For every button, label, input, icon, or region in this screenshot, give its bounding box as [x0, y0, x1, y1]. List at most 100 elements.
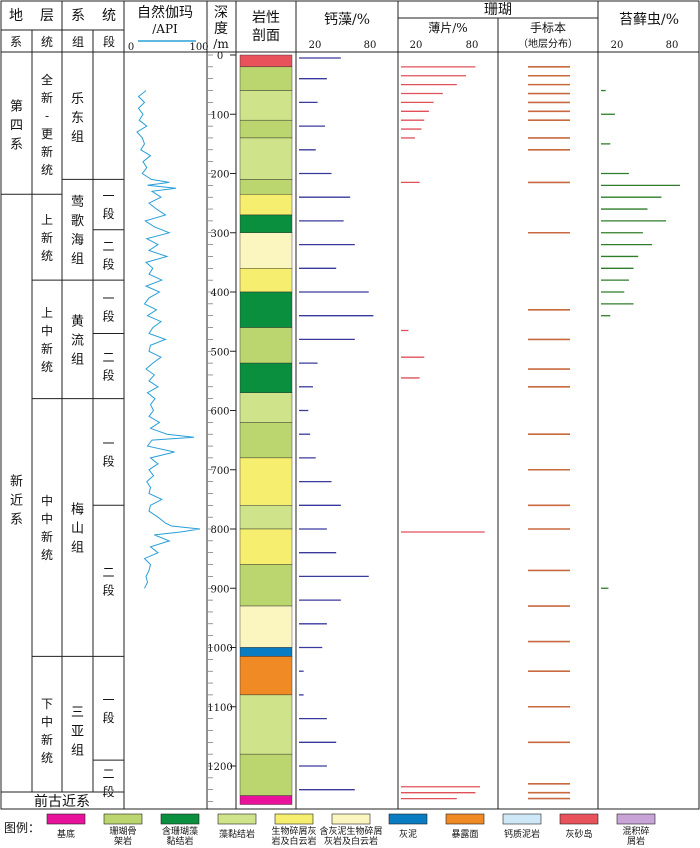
lithology-bed [239, 327, 293, 364]
legend-swatch [445, 813, 485, 825]
lithology-bed [239, 119, 293, 139]
bryozoa-bars [601, 89, 681, 589]
series-label-char: 新 [41, 341, 53, 356]
bryozoa-tick-20: 20 [611, 40, 624, 51]
hand-specimen-header: 手标本 [530, 21, 566, 35]
lithology-bed [239, 194, 293, 216]
formation-label-char: 黄 [71, 314, 84, 329]
series-label-char: 全 [41, 72, 53, 87]
header-sub-member: 段 [103, 34, 115, 49]
formation-label-char: 海 [71, 233, 84, 248]
formation-label-char: 莺 [71, 195, 84, 210]
legend-swatch [46, 813, 86, 825]
lithology-bed [239, 528, 293, 565]
lithology-bed [239, 564, 293, 607]
legend-swatch [502, 813, 542, 825]
legend-swatch [274, 813, 314, 825]
lithology-column [239, 54, 293, 805]
series-label-char: 新 [41, 144, 53, 159]
member-label-char: 二 [102, 767, 114, 781]
header-labels: 地 层 系 统 系 统 组 段 自然伽玛 /API 0 100 深 度 /m 岩… [9, 2, 679, 53]
depth-tick-label: 200 [210, 170, 229, 181]
series-label-char: 新 [41, 90, 53, 105]
member-label-char: 一 [102, 693, 114, 707]
system-label-char: 四 [10, 119, 23, 134]
legend-label-line2: 架岩 [114, 835, 132, 847]
formation-label-char: 组 [71, 540, 84, 555]
lithology-bed [239, 795, 293, 805]
series-label-char: 下 [41, 697, 53, 711]
system-label-char: 第 [10, 100, 23, 115]
member-label-char: 段 [102, 582, 114, 597]
thin-tick-20: 20 [410, 40, 423, 51]
algae-header: 钙藻/% [324, 12, 370, 28]
legend-label: 灰砂岛 [565, 828, 592, 840]
legend-label: 基底 [57, 828, 75, 840]
series-label-char: 中 [41, 714, 53, 729]
chart-frame [0, 0, 700, 810]
lithology-bed [239, 137, 293, 180]
legend-swatch [616, 813, 656, 825]
member-label-char: 段 [102, 784, 114, 799]
depth-tick-label: 0 [217, 51, 223, 62]
header-strat-4: 统 [102, 8, 116, 24]
depth-header-2: 度 [214, 21, 228, 37]
coral-hand-specimen-marks [528, 66, 570, 800]
coral-thin-section-bars [401, 66, 485, 800]
legend-label-line2: 屑岩 [627, 835, 645, 847]
legend-label-line1: 混积碎 [622, 825, 649, 837]
gamma-tick-100: 100 [189, 42, 208, 53]
series-label-char: 上 [41, 213, 53, 227]
header-strat-1: 地 [9, 8, 23, 24]
gamma-ray-curve [136, 90, 201, 589]
series-label-char: 新 [41, 529, 53, 544]
formation-label-char: 组 [71, 352, 84, 367]
formation-label-char: 组 [71, 130, 84, 145]
coral-header: 珊瑚 [484, 2, 512, 18]
depth-tick-label: 1000 [207, 644, 232, 655]
depth-axis: 0 100 200 300 400 500 600 700 800 900 1000 1100 1200 [207, 51, 236, 802]
header-sub-system: 系 [10, 35, 22, 49]
pre-paleogene-label: 前古近系 [34, 793, 90, 810]
member-label-char: 段 [102, 206, 114, 221]
calcareous-algae-bars [299, 57, 374, 791]
depth-tick-label: 900 [210, 584, 229, 595]
member-label-char: 二 [102, 565, 114, 579]
formation-label-char: 山 [71, 521, 84, 536]
lithology-bed [239, 753, 293, 796]
legend-label-line1: 珊瑚骨 [109, 826, 136, 837]
gamma-ray-line [136, 90, 201, 589]
series-label-char: - [45, 109, 49, 123]
legend-label-line2: 黏结岩 [166, 835, 193, 847]
lithology-bed [239, 179, 293, 195]
series-label-char: 上 [41, 306, 53, 320]
formation-label-char: 三 [71, 705, 84, 720]
formation-label-char: 歌 [71, 214, 84, 229]
depth-tick-label: 300 [210, 229, 229, 240]
formation-label-char: 乐 [71, 92, 84, 107]
header-sub-series: 统 [41, 35, 53, 49]
lithology-bed [239, 694, 293, 755]
lithology-bed [239, 605, 293, 648]
formation-label-char: 东 [71, 111, 84, 126]
lithology-bed [239, 647, 293, 657]
header-strat-2: 层 [40, 8, 54, 24]
system-label-char: 近 [10, 493, 23, 508]
thin-section-header: 薄片/% [428, 20, 467, 35]
legend-title: 图例： [4, 821, 40, 835]
legend-swatch [331, 813, 371, 825]
bryozoa-header: 苔藓虫/% [619, 11, 679, 28]
gamma-title: 自然伽玛 [137, 4, 193, 21]
lithology-bed [239, 268, 293, 293]
stratigraphy-columns: 第四系新近系全新-更新统上新统上中新统中中新统下中新统乐东组莺歌海组黄流组梅山组… [1, 72, 124, 799]
gamma-unit: /API [152, 22, 178, 36]
series-label-char: 中 [41, 493, 53, 508]
lithology-bed [239, 656, 293, 696]
depth-header-unit: /m [213, 37, 229, 51]
depth-tick-label: 100 [210, 110, 229, 121]
depth-tick-label: 600 [210, 407, 229, 418]
lithology-bed [239, 291, 293, 328]
lithology-bed [239, 66, 293, 91]
header-sub-formation: 组 [72, 35, 84, 49]
member-label-char: 一 [102, 189, 114, 203]
